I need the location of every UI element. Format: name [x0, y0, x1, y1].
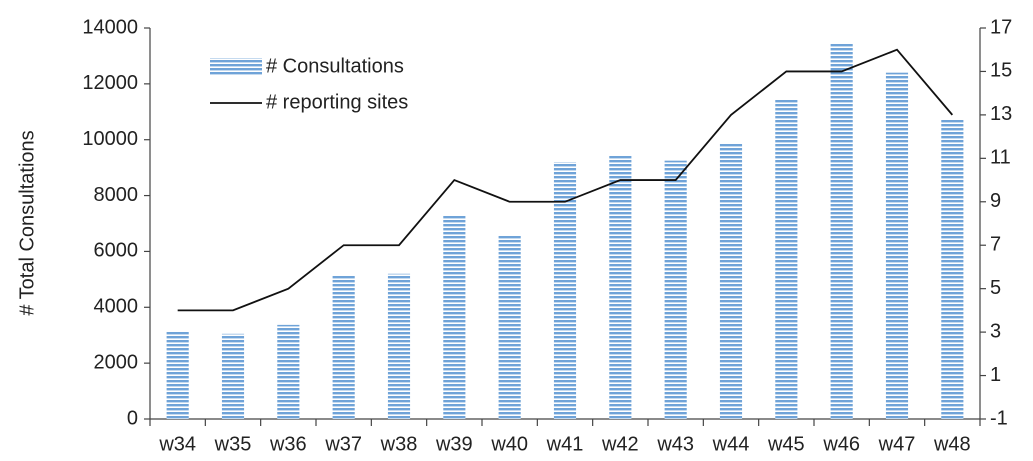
bar — [664, 160, 687, 420]
x-tick-label: w36 — [269, 433, 307, 455]
y-tick-label: 6000 — [94, 240, 139, 262]
y-tick-label: 0 — [127, 407, 138, 429]
bar — [830, 43, 853, 419]
y-tick-label: 12000 — [82, 72, 138, 94]
legend-label: # reporting sites — [266, 91, 408, 113]
y-tick-label: 8000 — [94, 184, 139, 206]
line — [177, 48, 954, 312]
y-axis-label: # Total Consultations — [16, 130, 38, 315]
y2-tick-label: 17 — [990, 16, 1012, 38]
bar — [221, 333, 245, 419]
x-tick-label: w39 — [435, 433, 473, 455]
bar — [277, 324, 300, 419]
y2-tick-label: 1 — [990, 364, 1001, 386]
y2-tick-label: 13 — [990, 103, 1012, 125]
bar — [609, 155, 632, 419]
y-tick-label: 2000 — [94, 351, 139, 373]
bar — [387, 273, 411, 419]
bar — [719, 143, 743, 419]
x-tick-label: w41 — [546, 433, 584, 455]
x-tick-label: w35 — [214, 433, 252, 455]
x-tick-label: w47 — [878, 433, 916, 455]
bar — [885, 72, 909, 419]
bar — [443, 215, 466, 419]
legend-label: # Consultations — [266, 55, 404, 77]
bar — [332, 275, 355, 419]
bar — [941, 118, 964, 420]
bar — [166, 331, 189, 419]
x-tick-label: w44 — [712, 433, 750, 455]
y2-tick-label: -1 — [990, 407, 1008, 429]
y2-tick-label: 5 — [990, 277, 1001, 299]
legend-swatch — [210, 58, 262, 76]
bar — [553, 162, 577, 420]
y-tick-label: 4000 — [94, 296, 139, 318]
y2-tick-label: 11 — [990, 147, 1011, 169]
bar — [775, 99, 798, 419]
x-tick-label: w42 — [601, 433, 639, 455]
y2-tick-label: 9 — [990, 190, 1001, 212]
x-tick-label: w45 — [767, 433, 805, 455]
x-tick-label: w37 — [324, 433, 362, 455]
x-tick-label: w46 — [822, 433, 860, 455]
x-tick-label: w48 — [933, 433, 971, 455]
x-tick-label: w43 — [656, 433, 694, 455]
y-tick-label: 10000 — [82, 128, 138, 150]
x-tick-label: w34 — [158, 433, 196, 455]
y-tick-label: 14000 — [82, 16, 138, 38]
x-tick-label: w38 — [380, 433, 418, 455]
y2-tick-label: 15 — [990, 60, 1012, 82]
bar — [498, 234, 521, 419]
x-tick-label: w40 — [490, 433, 528, 455]
y2-tick-label: 3 — [990, 320, 1001, 342]
y2-tick-label: 7 — [990, 234, 1001, 256]
